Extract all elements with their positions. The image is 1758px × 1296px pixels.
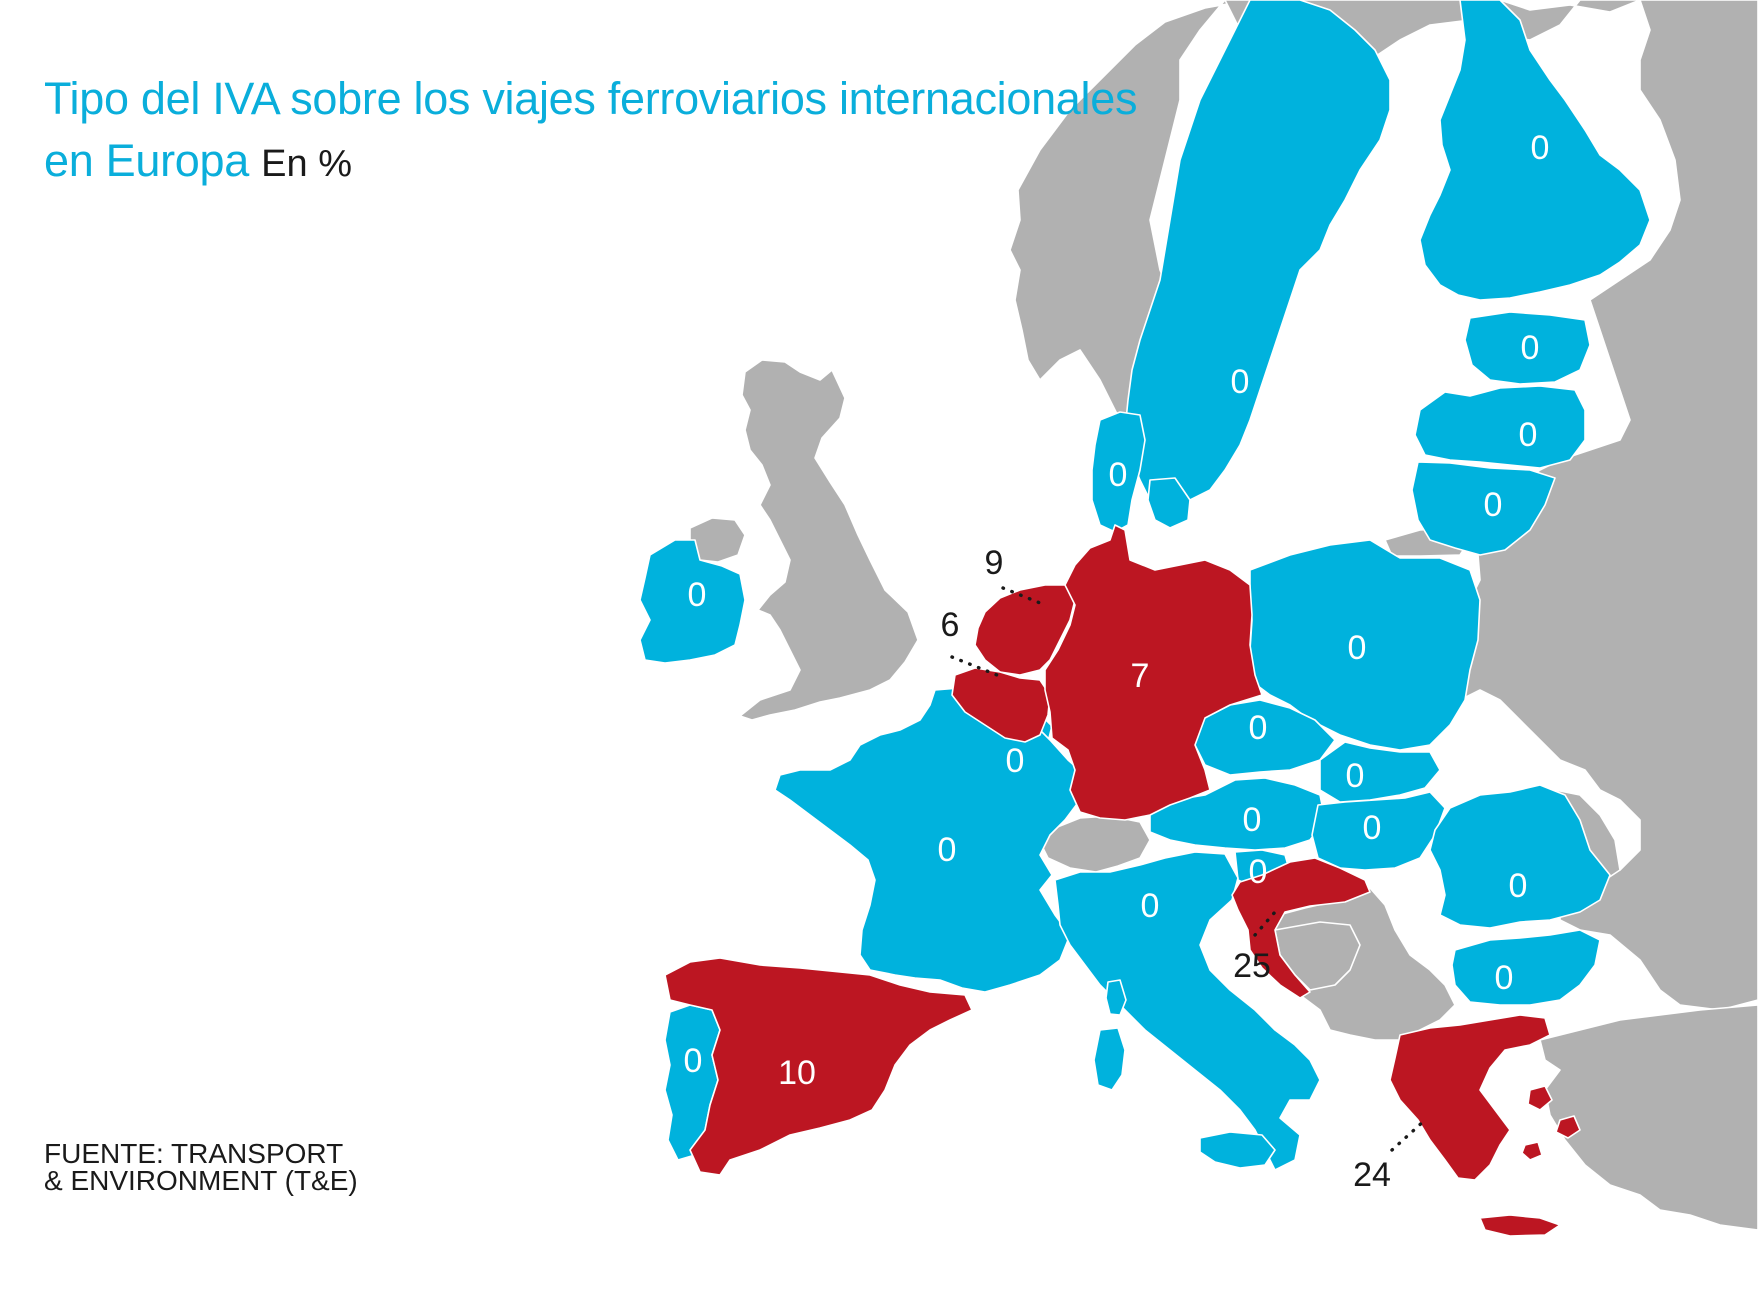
country-sardinia bbox=[1093, 1027, 1126, 1091]
source-line-2: & ENVIRONMENT (T&E) bbox=[44, 1165, 358, 1196]
country-estonia bbox=[1464, 311, 1591, 385]
label-romania: 0 bbox=[1509, 867, 1528, 905]
country-ireland bbox=[639, 539, 746, 664]
label-greece: 24 bbox=[1353, 1156, 1391, 1194]
title-unit: En % bbox=[261, 143, 352, 185]
country-latvia bbox=[1414, 385, 1586, 469]
label-slovenia: 0 bbox=[1249, 853, 1268, 891]
callouts: 9 6 25 24 bbox=[941, 544, 1427, 1194]
label-ireland: 0 bbox=[688, 576, 707, 614]
label-finland: 0 bbox=[1531, 129, 1550, 167]
label-spain: 10 bbox=[778, 1054, 816, 1092]
country-denmark-islands bbox=[1147, 477, 1191, 529]
label-hungary: 0 bbox=[1363, 809, 1382, 847]
country-crete bbox=[1479, 1214, 1561, 1237]
label-denmark: 0 bbox=[1109, 456, 1128, 494]
country-denmark bbox=[1091, 411, 1146, 533]
label-luxembourg: 0 bbox=[1006, 742, 1025, 780]
leader-belgium bbox=[950, 655, 999, 677]
country-spain bbox=[664, 957, 973, 1176]
map-labels: 0 0 0 0 0 0 0 7 0 0 0 0 0 0 0 0 0 0 0 0 … bbox=[684, 129, 1550, 1092]
map-title: Tipo del IVA sobre los viajes ferroviari… bbox=[44, 68, 1144, 195]
leader-netherlands bbox=[1001, 586, 1047, 607]
label-croatia: 25 bbox=[1233, 947, 1271, 985]
label-germany: 7 bbox=[1131, 657, 1150, 695]
source-line-1: FUENTE: TRANSPORT bbox=[44, 1138, 344, 1169]
country-great-britain bbox=[739, 359, 919, 721]
country-slovakia bbox=[1319, 741, 1441, 803]
country-germany bbox=[1044, 524, 1263, 821]
leader-greece bbox=[1390, 1118, 1427, 1152]
label-lithuania: 0 bbox=[1484, 486, 1503, 524]
label-latvia: 0 bbox=[1519, 416, 1538, 454]
country-sweden bbox=[1124, 0, 1391, 506]
label-sweden: 0 bbox=[1231, 363, 1250, 401]
country-greece bbox=[1389, 1014, 1551, 1181]
country-lithuania bbox=[1411, 461, 1556, 556]
country-croatia bbox=[1231, 857, 1371, 999]
label-estonia: 0 bbox=[1521, 329, 1540, 367]
country-finland bbox=[1419, 0, 1651, 301]
taxed-rate-countries bbox=[664, 524, 1581, 1237]
label-bulgaria: 0 bbox=[1495, 959, 1514, 997]
title-main: Tipo del IVA sobre los viajes ferroviari… bbox=[44, 73, 1138, 186]
country-corsica bbox=[1105, 979, 1127, 1016]
country-belgium bbox=[951, 667, 1051, 743]
label-portugal: 0 bbox=[684, 1042, 703, 1080]
country-sicily bbox=[1199, 1131, 1276, 1169]
label-france: 0 bbox=[938, 831, 957, 869]
label-poland: 0 bbox=[1348, 629, 1367, 667]
country-italy bbox=[1054, 851, 1321, 1171]
country-greek-islands bbox=[1521, 1085, 1581, 1161]
label-belgium: 6 bbox=[941, 606, 960, 644]
country-romania bbox=[1429, 784, 1611, 929]
label-czechia: 0 bbox=[1249, 709, 1268, 747]
label-slovakia: 0 bbox=[1346, 757, 1365, 795]
country-bulgaria bbox=[1451, 929, 1601, 1006]
source-note: FUENTE: TRANSPORT & ENVIRONMENT (T&E) bbox=[44, 1138, 358, 1196]
country-netherlands bbox=[974, 584, 1076, 676]
zero-rate-countries bbox=[639, 0, 1651, 1171]
label-netherlands: 9 bbox=[985, 544, 1004, 582]
label-austria: 0 bbox=[1243, 801, 1262, 839]
label-italy: 0 bbox=[1141, 887, 1160, 925]
country-hungary bbox=[1311, 791, 1446, 871]
